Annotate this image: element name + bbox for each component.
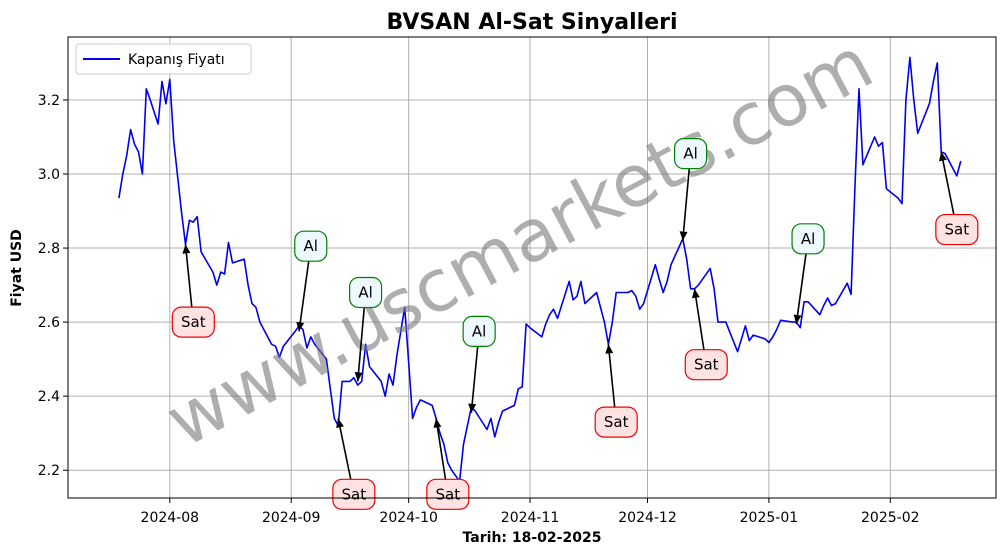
signal-box — [935, 213, 979, 246]
signal-arrow — [298, 261, 310, 332]
signal-label: Sat — [604, 413, 629, 431]
signal-annotation-buy: Al — [673, 138, 708, 241]
signal-arrowhead — [793, 314, 802, 324]
y-tick-label: 2.2 — [38, 463, 60, 479]
signal-label: Sat — [436, 485, 461, 503]
signal-annotation-buy: Al — [294, 230, 328, 332]
signal-arrow — [184, 244, 193, 308]
signal-box — [462, 315, 496, 347]
x-axis-title: Tarih: 18-02-2025 — [463, 530, 602, 546]
signal-label: Al — [801, 230, 815, 248]
signal-annotation-sell: Sat — [332, 418, 376, 510]
y-tick-label: 2.8 — [38, 241, 60, 257]
signal-box — [171, 306, 215, 338]
signal-arrow — [356, 307, 366, 382]
signal-arrowhead — [182, 244, 191, 254]
signal-box — [294, 230, 328, 262]
signal-arrow — [681, 168, 691, 241]
signal-annotation-sell: Sat — [684, 288, 728, 381]
signal-label: Sat — [945, 221, 970, 239]
x-tick-label: 2025-01 — [740, 510, 799, 526]
legend: Kapanış Fiyatı — [75, 43, 252, 75]
signal-annotation-buy: Al — [791, 223, 825, 325]
signal-label: Sat — [694, 356, 719, 374]
signal-arrowhead — [336, 418, 344, 428]
signal-arrowhead — [605, 344, 614, 354]
series-layer — [118, 56, 962, 483]
signal-arrow — [337, 418, 352, 480]
signal-label: Sat — [181, 313, 206, 331]
signal-annotation-sell: Sat — [426, 418, 470, 510]
signal-arrow — [435, 418, 447, 480]
signal-label: Al — [358, 283, 372, 301]
signal-box — [426, 478, 470, 510]
signal-label: Al — [683, 145, 697, 163]
x-tick-label: 2024-11 — [501, 510, 560, 526]
plot-frame — [67, 36, 997, 499]
signal-box — [332, 478, 376, 510]
x-tick-label: 2025-02 — [861, 510, 920, 526]
signal-arrowhead — [296, 321, 305, 332]
signal-annotation-sell: Sat — [171, 244, 215, 338]
x-tick-label: 2024-10 — [379, 510, 438, 526]
x-tick-label: 2024-12 — [618, 510, 677, 526]
signal-arrowhead — [691, 288, 700, 299]
y-axis-title: Fiyat USD — [9, 229, 25, 307]
signal-arrow — [607, 344, 616, 408]
signal-box — [684, 349, 728, 381]
y-tick-label: 3.2 — [38, 93, 60, 109]
y-tick-label: 2.4 — [38, 389, 60, 405]
y-tick-label: 2.6 — [38, 315, 60, 331]
signal-arrowhead — [354, 372, 363, 382]
legend-box — [75, 43, 252, 75]
annotations: Sat Al Sat Al Sat Al Sat Al Sat Al Sat — [171, 138, 979, 510]
signal-arrow — [470, 346, 479, 413]
signal-annotation-buy: Al — [462, 315, 496, 413]
signal-box — [673, 138, 708, 170]
grid — [68, 37, 996, 498]
signal-arrow — [693, 288, 705, 350]
signal-arrowhead — [939, 151, 947, 162]
signal-label: Al — [472, 322, 486, 340]
signal-arrowhead — [468, 403, 477, 413]
signal-box — [791, 223, 825, 255]
x-tick-label: 2024-08 — [141, 510, 200, 526]
y-tick-label: 3.0 — [38, 167, 60, 183]
signal-box — [594, 406, 638, 438]
signal-annotation-buy: Al — [348, 276, 383, 382]
signal-arrowhead — [433, 418, 442, 428]
x-axis: 2024-08 2024-09 2024-10 2024-11 2024-12 2025-… — [141, 498, 920, 526]
x-tick-label: 2024-09 — [262, 510, 321, 526]
signal-arrow — [940, 151, 955, 215]
legend-label: Kapanış Fiyatı — [128, 52, 225, 68]
signal-annotation-sell: Sat — [594, 344, 638, 438]
signal-label: Sat — [342, 485, 367, 503]
series-line — [118, 56, 962, 483]
signal-arrow — [795, 253, 807, 325]
signal-label: Al — [304, 237, 318, 255]
signal-arrowhead — [679, 231, 688, 241]
chart-title: BVSAN Al-Sat Sinyalleri — [386, 10, 677, 35]
y-axis: 2.2 2.4 2.6 2.8 3.0 3.2 — [38, 93, 68, 479]
signal-annotation-sell: Sat — [935, 151, 979, 246]
signal-box — [348, 276, 383, 309]
